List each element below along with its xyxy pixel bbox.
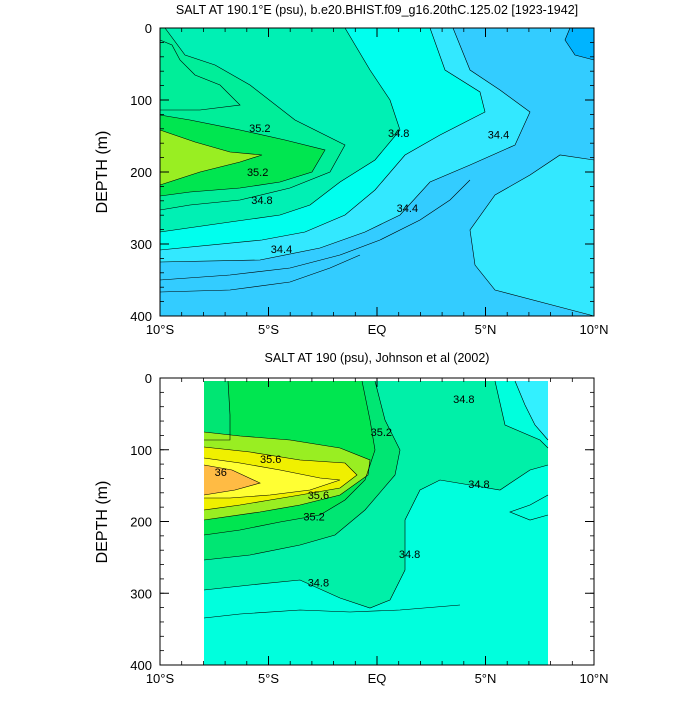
contour-label: 35.2 [249,123,270,135]
top-title: SALT AT 190.1°E (psu), b.e20.BHIST.f09_g… [176,3,578,17]
x-tick-label: 10°S [146,671,175,686]
bottom-contour-labels: 35.6 36 35.6 35.2 35.2 34.8 34.8 34.8 34.8 [215,394,490,590]
x-tick-label: EQ [368,322,387,337]
top-fill-35.4 [160,130,262,185]
y-tick-label: 400 [130,658,152,673]
y-tick-label: 200 [130,165,152,180]
y-tick-label: 200 [130,515,152,530]
bottom-fill-36.0 [204,465,260,495]
bottom-contour-line [509,494,549,521]
contour-label: 34.4 [271,244,292,256]
contour-label: 34.8 [468,479,489,491]
y-tick-label: 100 [130,93,152,108]
bottom-fill-34.6-pocket [510,495,548,520]
top-panel: SALT AT 190.1°E (psu), b.e20.BHIST.f09_g… [94,3,609,337]
y-tick-label: 300 [130,237,152,252]
contour-label: 35.2 [303,511,324,523]
x-tick-label: 10°N [579,671,608,686]
contour-label: 35.6 [308,490,329,502]
bottom-contour-line [203,446,358,511]
top-fill-34.4-lower-right [470,155,594,316]
top-contour-line [159,114,326,197]
bottom-y-axis-title: DEPTH (m) [94,481,111,564]
contour-label: 34.8 [308,577,329,589]
y-tick-label: 400 [130,309,152,324]
top-contour-lines [159,27,595,317]
x-tick-label: 5°N [475,671,497,686]
contour-label: 35.2 [247,167,268,179]
x-tick-label: 5°S [258,671,279,686]
bottom-title: SALT AT 190 (psu), Johnson et al (2002) [265,351,490,365]
top-axes: 10°S 5°S EQ 5°N 10°N 0 100 200 300 400 [130,21,608,337]
contour-label: 36 [215,467,227,479]
bottom-contour-lines [203,380,549,619]
top-y-axis-title: DEPTH (m) [94,131,111,214]
x-tick-label: EQ [368,671,387,686]
bottom-contour-line [203,464,549,609]
top-contour-line [564,27,595,61]
contour-label: 34.8 [388,128,409,140]
bottom-contour-line [203,431,371,521]
x-tick-label: 5°N [475,322,497,337]
bottom-contour-line [203,380,401,561]
y-tick-label: 300 [130,586,152,601]
top-contour-line [159,27,401,233]
top-contour-line [159,27,531,263]
contour-label: 34.4 [488,130,509,142]
top-contour-line [159,39,241,111]
bottom-contour-line [204,380,231,441]
x-tick-label: 5°S [258,322,279,337]
bottom-panel: SALT AT 190 (psu), Johnson et al (2002) … [94,351,609,686]
bottom-contour-fills [204,381,548,665]
top-contour-line [159,27,346,211]
bottom-axes: 10°S 5°S EQ 5°N 10°N 0 100 200 300 400 [130,371,608,686]
contour-label: 35.6 [260,454,281,466]
top-contour-labels: 35.2 35.2 34.8 34.4 34.8 34.4 34.4 [247,123,509,256]
top-contour-line [159,129,263,186]
contour-label: 34.8 [251,195,272,207]
top-contour-line [159,179,471,281]
top-contour-fills [160,28,594,316]
y-tick-label: 100 [130,443,152,458]
bottom-contour-line [203,604,461,619]
top-contour-line [159,254,361,293]
y-tick-label: 0 [145,21,152,36]
bottom-contour-line [203,457,341,499]
x-tick-label: 10°S [146,322,175,337]
top-contour-line [469,154,595,317]
contour-label: 35.2 [371,427,392,439]
top-contour-line [159,27,486,251]
bottom-contour-line [203,464,261,496]
contour-label: 34.4 [397,203,418,215]
y-tick-label: 0 [145,371,152,386]
bottom-contour-line [203,380,376,536]
top-fill-34.0-corner [565,28,594,60]
contour-label: 34.8 [453,394,474,406]
contour-label: 34.8 [399,549,420,561]
bottom-contour-line [494,380,549,449]
bottom-fill-34.4-top-right [515,381,548,440]
bottom-contour-line [514,380,549,441]
x-tick-label: 10°N [579,322,608,337]
